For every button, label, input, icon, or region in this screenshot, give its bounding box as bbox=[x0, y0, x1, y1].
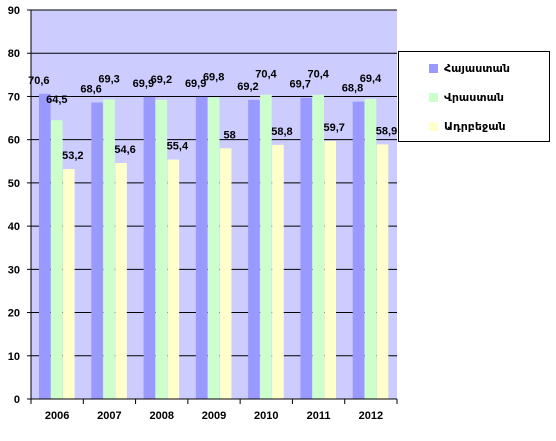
bars bbox=[39, 93, 389, 400]
bar-azerbaijan-2011 bbox=[324, 140, 337, 400]
bar-georgia-2006 bbox=[51, 120, 63, 399]
data-labels: 70,668,6 69,9 69,9 69,2 69,7 68,864,569,3 69,2… bbox=[28, 69, 397, 162]
data-label-azerbaijan-2006: 53,2 bbox=[62, 150, 83, 162]
data-label-armenia-2009: 69,9 bbox=[185, 78, 206, 90]
data-label-armenia-2010: 69,2 bbox=[237, 81, 258, 93]
x-tick-label: 2010 bbox=[254, 410, 278, 422]
data-label-armenia-2012: 68,8 bbox=[342, 83, 363, 95]
legend-label-georgia: Վրաստան bbox=[444, 90, 504, 104]
y-tick-label: 70 bbox=[8, 91, 20, 103]
bar-armenia-2006 bbox=[39, 93, 51, 400]
legend-item-georgia: Վրաստան bbox=[429, 90, 504, 104]
data-label-armenia-2008: 69,9 bbox=[133, 78, 154, 90]
bar-armenia-2011 bbox=[300, 97, 313, 399]
data-label-azerbaijan-2012: 58,9 bbox=[376, 125, 397, 137]
legend-item-azerbaijan: Ադրբեջան bbox=[429, 119, 506, 133]
bar-armenia-2012 bbox=[352, 101, 365, 400]
legend-item-armenia: Հայաստան bbox=[429, 61, 510, 75]
bar-georgia-2010 bbox=[260, 94, 272, 400]
x-tick-labels: 2006 2007 2008 2009 2010 2011 2012 bbox=[45, 410, 383, 422]
bar-azerbaijan-2008 bbox=[167, 159, 180, 399]
legend-label-armenia: Հայաստան bbox=[444, 61, 510, 75]
bar-armenia-2010 bbox=[248, 99, 260, 399]
y-tick-label: 10 bbox=[8, 351, 20, 363]
legend-swatch-armenia bbox=[429, 63, 438, 73]
x-tick-label: 2011 bbox=[307, 410, 331, 422]
x-tick-label: 2009 bbox=[202, 410, 226, 422]
data-label-azerbaijan-2007: 54,6 bbox=[114, 144, 135, 156]
y-tick-labels: 0 10 20 30 40 50 60 70 80 90 bbox=[8, 5, 20, 406]
y-tick-label: 30 bbox=[8, 264, 20, 276]
bar-georgia-2011 bbox=[312, 94, 325, 400]
data-label-georgia-2009: 69,8 bbox=[203, 71, 224, 83]
bar-armenia-2007 bbox=[91, 102, 103, 400]
legend: Հայաստան Վրաստան Ադրբեջան bbox=[398, 51, 550, 142]
x-tick-label: 2008 bbox=[149, 410, 173, 422]
x-tick-label: 2007 bbox=[97, 410, 121, 422]
data-label-azerbaijan-2008: 55,4 bbox=[167, 141, 189, 153]
y-tick-label: 80 bbox=[8, 48, 20, 60]
bar-azerbaijan-2012 bbox=[376, 144, 389, 399]
y-tick-label: 20 bbox=[8, 308, 20, 320]
legend-swatch-georgia bbox=[429, 92, 438, 102]
x-tick-label: 2012 bbox=[359, 410, 383, 422]
data-label-georgia-2007: 69,3 bbox=[98, 73, 119, 85]
bar-azerbaijan-2010 bbox=[272, 144, 284, 399]
data-label-azerbaijan-2009: 58 bbox=[224, 129, 236, 141]
bar-georgia-2012 bbox=[364, 99, 377, 399]
y-tick-label: 50 bbox=[8, 178, 20, 190]
data-label-georgia-2012: 69,4 bbox=[360, 73, 382, 85]
data-label-georgia-2008: 69,2 bbox=[151, 74, 172, 86]
axes bbox=[27, 9, 398, 404]
bar-georgia-2007 bbox=[103, 99, 115, 399]
bar-georgia-2008 bbox=[155, 99, 168, 399]
bar-azerbaijan-2006 bbox=[63, 169, 75, 399]
data-label-azerbaijan-2010: 58,8 bbox=[271, 126, 292, 138]
legend-label-azerbaijan: Ադրբեջան bbox=[444, 119, 506, 133]
bar-azerbaijan-2009 bbox=[219, 148, 232, 399]
data-label-armenia-2007: 68,6 bbox=[80, 83, 101, 95]
data-label-armenia-2011: 69,7 bbox=[290, 79, 311, 91]
data-label-georgia-2011: 70,4 bbox=[308, 69, 330, 81]
data-label-azerbaijan-2011: 59,7 bbox=[324, 122, 345, 134]
bar-georgia-2009 bbox=[207, 97, 220, 399]
data-label-georgia-2010: 70,4 bbox=[255, 69, 277, 81]
y-tick-label: 40 bbox=[8, 221, 20, 233]
bar-armenia-2008 bbox=[143, 96, 156, 400]
bar-armenia-2009 bbox=[195, 96, 208, 400]
y-tick-label: 90 bbox=[8, 5, 20, 17]
y-tick-label: 0 bbox=[14, 394, 20, 406]
y-tick-label: 60 bbox=[8, 135, 20, 147]
legend-swatch-azerbaijan bbox=[429, 121, 438, 131]
data-label-armenia-2006: 70,6 bbox=[28, 75, 49, 87]
bar-azerbaijan-2007 bbox=[115, 163, 127, 399]
data-label-georgia-2006: 64,5 bbox=[46, 94, 67, 106]
x-tick-label: 2006 bbox=[45, 410, 69, 422]
